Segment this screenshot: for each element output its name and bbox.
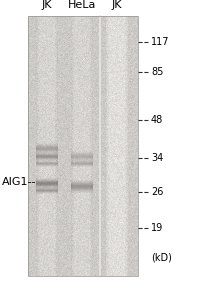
Text: JK: JK [2, 175, 12, 185]
Bar [36, 182, 58, 184]
Bar [36, 157, 58, 158]
Bar [36, 158, 58, 160]
Text: 34: 34 [151, 153, 163, 163]
Bar [71, 181, 93, 182]
Bar [71, 151, 93, 152]
Bar [36, 155, 58, 157]
Text: 117: 117 [151, 37, 169, 47]
Bar [71, 184, 93, 185]
Bar [71, 157, 93, 158]
Bar [36, 148, 58, 149]
Bar [36, 187, 58, 188]
Bar [71, 187, 93, 188]
Bar [71, 190, 93, 191]
Bar [36, 193, 58, 194]
Bar [36, 164, 58, 166]
Bar [36, 161, 58, 163]
Bar [36, 181, 58, 182]
Bar [36, 190, 58, 191]
Bar [36, 152, 58, 154]
Bar [71, 158, 93, 160]
Bar [28, 16, 138, 276]
Bar [71, 154, 93, 155]
Text: AIG1--: AIG1-- [2, 177, 36, 187]
Bar [36, 179, 58, 181]
Bar [36, 160, 58, 161]
Text: 48: 48 [151, 115, 163, 125]
Bar [71, 163, 93, 164]
Bar [71, 160, 93, 161]
Bar [36, 143, 58, 145]
Bar [71, 179, 93, 181]
Bar [71, 188, 93, 190]
Bar [71, 161, 93, 163]
Text: 26: 26 [151, 187, 163, 197]
Bar [36, 160, 58, 161]
Bar [36, 160, 58, 161]
Bar [71, 160, 93, 161]
Bar [71, 191, 93, 193]
Bar [36, 142, 58, 143]
Bar [36, 146, 58, 148]
Bar [36, 185, 58, 187]
Text: (kD): (kD) [151, 253, 172, 263]
Bar [36, 184, 58, 185]
Bar [36, 166, 58, 167]
Bar [36, 145, 58, 146]
Bar [36, 154, 58, 155]
Bar [71, 166, 93, 167]
Bar [71, 152, 93, 154]
Text: JK: JK [112, 0, 122, 10]
Bar [36, 152, 58, 154]
Text: HeLa: HeLa [68, 0, 96, 10]
Bar [71, 160, 93, 161]
Bar [36, 191, 58, 193]
Bar [71, 155, 93, 157]
Bar [36, 178, 58, 179]
Bar [36, 151, 58, 152]
Bar [71, 185, 93, 187]
Text: JK: JK [42, 0, 52, 10]
Text: 19: 19 [151, 223, 163, 233]
Bar [71, 182, 93, 184]
Bar [36, 149, 58, 151]
Bar [71, 164, 93, 166]
Bar [36, 163, 58, 164]
Bar [36, 188, 58, 190]
Text: 85: 85 [151, 67, 163, 77]
Bar [71, 160, 93, 161]
Bar [36, 187, 58, 188]
